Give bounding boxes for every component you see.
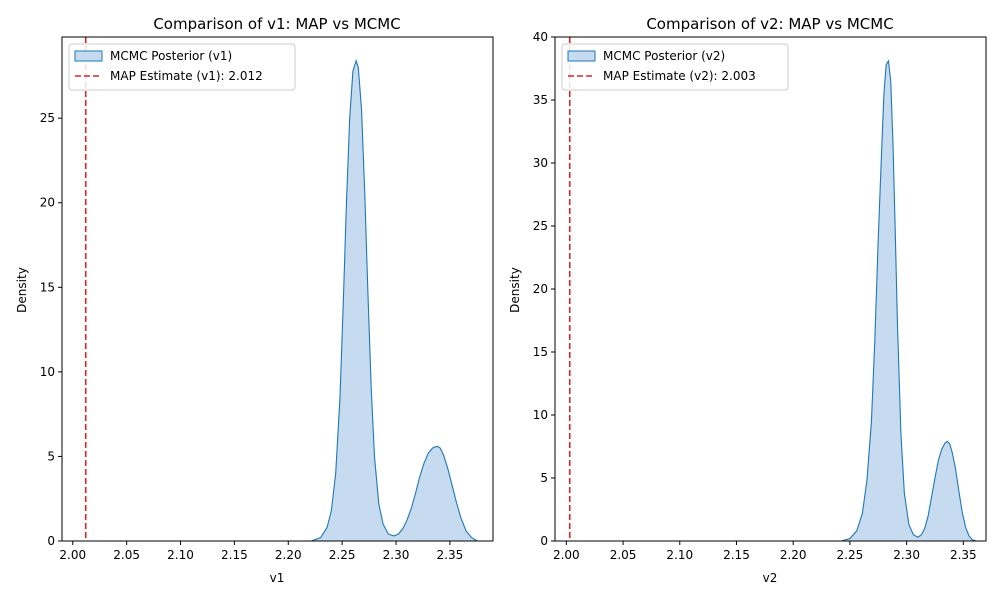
y-tick-label: 10 (40, 365, 55, 379)
y-tick-label: 25 (533, 219, 548, 233)
x-tick-label: 2.20 (780, 548, 807, 562)
y-tick-label: 20 (533, 282, 548, 296)
density-fill (311, 60, 477, 542)
axes-frame (61, 36, 494, 542)
legend-label: MCMC Posterior (v1) (110, 49, 232, 63)
x-tick-label: 2.05 (113, 548, 140, 562)
x-tick-label: 2.10 (666, 548, 693, 562)
legend-label: MAP Estimate (v1): 2.012 (110, 69, 263, 83)
chart-panel-v2: Comparison of v2: MAP vs MCMC v2 Density… (508, 15, 987, 585)
y-tick-label: 15 (533, 345, 548, 359)
y-tick-label: 0 (540, 534, 548, 548)
y-tick-label: 30 (533, 156, 548, 170)
x-tick-label: 2.30 (383, 548, 410, 562)
y-tick-label: 15 (40, 280, 55, 294)
legend-box (561, 43, 789, 91)
y-axis-label: Density (508, 267, 522, 313)
y-tick-label: 5 (540, 471, 548, 485)
x-tick-label: 2.25 (329, 548, 356, 562)
y-tick-label: 40 (533, 30, 548, 44)
legend: MCMC Posterior (v1) MAP Estimate (v1): 2.… (68, 43, 296, 91)
x-tick-label: 2.15 (723, 548, 750, 562)
y-axis-label: Density (15, 267, 29, 313)
y-tick-label: 35 (533, 93, 548, 107)
x-tick-label: 2.10 (167, 548, 194, 562)
density-line (311, 58, 478, 542)
y-tick-label: 25 (40, 111, 55, 125)
legend-label: MCMC Posterior (v2) (603, 49, 725, 63)
x-tick-label: 2.30 (893, 548, 920, 562)
x-tick-label: 2.20 (275, 548, 302, 562)
legend: MCMC Posterior (v2) MAP Estimate (v2): 2.… (561, 43, 789, 91)
x-tick-label: 2.05 (610, 548, 637, 562)
legend-box (68, 43, 296, 91)
x-tick-label: 2.35 (437, 548, 464, 562)
x-axis-label: v1 (270, 571, 285, 585)
plot-area: 2.00 2.05 2.10 2.15 2.20 2.25 2.30 2.35 0 5 10 15 20… (533, 30, 987, 562)
y-tick-label: 20 (40, 196, 55, 210)
x-tick-label: 2.00 (59, 548, 86, 562)
x-axis-label: v2 (763, 571, 778, 585)
x-tick-label: 2.25 (837, 548, 864, 562)
x-tick-label: 2.00 (553, 548, 580, 562)
density-fill (841, 60, 976, 541)
chart-title: Comparison of v1: MAP vs MCMC (153, 15, 400, 33)
x-tick-label: 2.15 (221, 548, 248, 562)
y-tick-label: 10 (533, 408, 548, 422)
legend-swatch-density (567, 50, 596, 62)
legend-swatch-density (74, 50, 103, 62)
chart-panel-v1: Comparison of v1: MAP vs MCMC v1 Density… (15, 15, 494, 585)
legend-label: MAP Estimate (v2): 2.003 (603, 69, 756, 83)
y-tick-label: 0 (47, 534, 55, 548)
chart-title: Comparison of v2: MAP vs MCMC (646, 15, 893, 33)
plot-area: 2.00 2.05 2.10 2.15 2.20 2.25 2.30 2.35 0 5 10 15 20… (40, 36, 494, 562)
y-tick-label: 5 (47, 449, 55, 463)
density-line (841, 59, 976, 542)
x-tick-label: 2.35 (950, 548, 977, 562)
